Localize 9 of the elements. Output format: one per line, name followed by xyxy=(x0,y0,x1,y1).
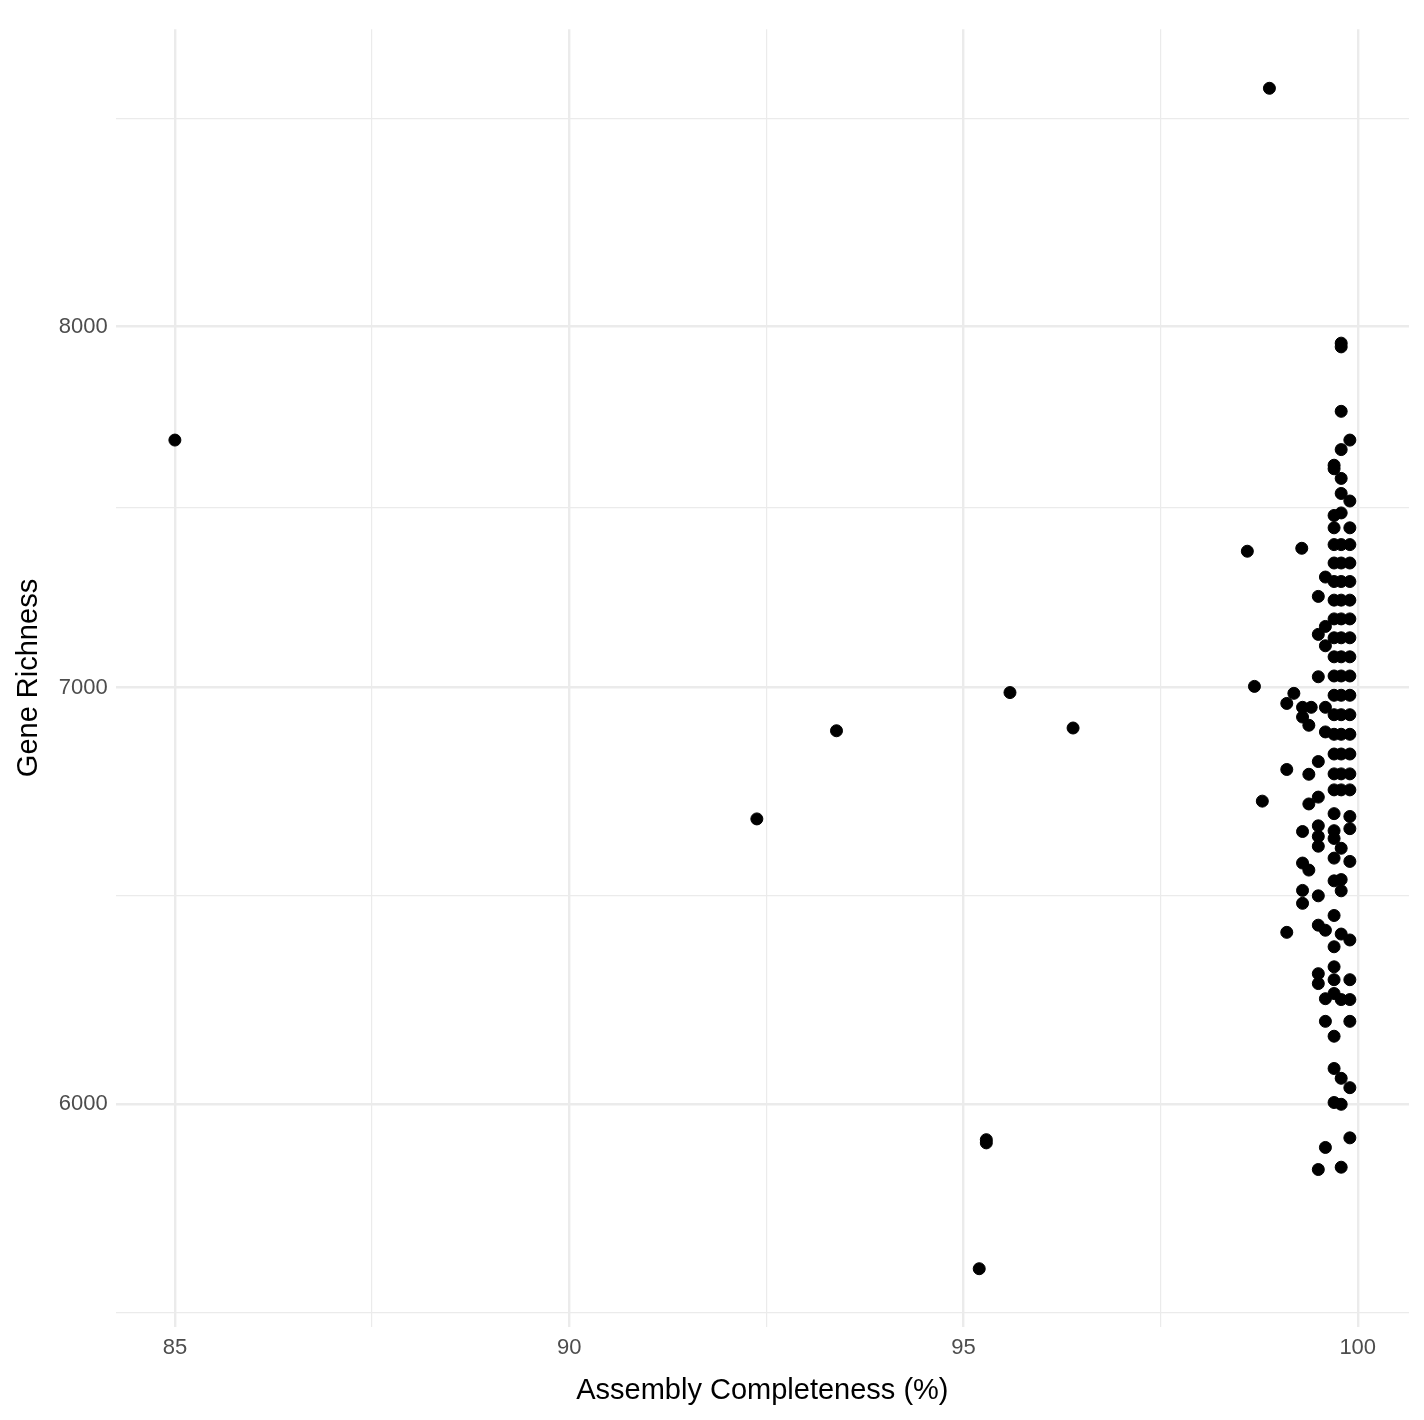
x-axis-title: Assembly Completeness (%) xyxy=(576,1372,949,1405)
y-tick-label: 7000 xyxy=(58,673,108,699)
x-tick-label: 100 xyxy=(1339,1334,1377,1360)
y-axis-title: Gene Richness xyxy=(11,578,44,778)
x-tick-label: 95 xyxy=(951,1334,976,1360)
x-tick-label: 90 xyxy=(556,1334,582,1360)
y-tick-label: 6000 xyxy=(58,1090,108,1116)
x-tick-label: 85 xyxy=(162,1334,188,1360)
y-tick-label: 8000 xyxy=(58,312,108,338)
